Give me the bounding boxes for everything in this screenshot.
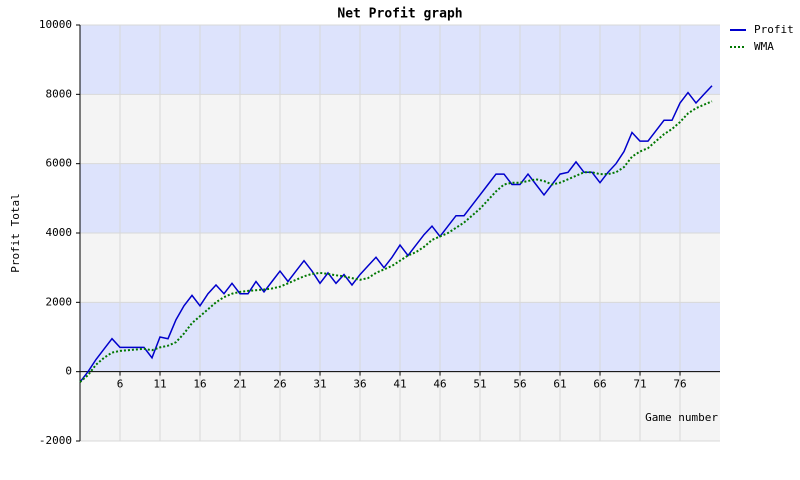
x-tick-label: 41: [393, 378, 406, 391]
y-tick-label: 8000: [46, 87, 73, 100]
x-tick-label: 51: [473, 378, 486, 391]
x-tick-label: 31: [313, 378, 326, 391]
x-tick-label: 21: [233, 378, 246, 391]
x-tick-label: 66: [593, 378, 606, 391]
x-tick-label: 56: [513, 378, 526, 391]
legend-label: Profit: [754, 23, 794, 36]
x-axis-label: Game number: [645, 411, 718, 424]
y-tick-label: 4000: [46, 226, 73, 239]
x-tick-label: 46: [433, 378, 446, 391]
x-tick-label: 71: [633, 378, 646, 391]
x-tick-label: 11: [153, 378, 166, 391]
x-tick-label: 76: [673, 378, 686, 391]
x-tick-label: 26: [273, 378, 286, 391]
y-tick-label: -2000: [39, 434, 72, 447]
y-tick-label: 2000: [46, 295, 73, 308]
x-tick-label: 36: [353, 378, 366, 391]
chart-title: Net Profit graph: [337, 7, 462, 22]
y-tick-label: 6000: [46, 157, 73, 170]
data-line: [79, 100, 713, 383]
x-tick-label: 61: [553, 378, 566, 391]
x-tick-label: 6: [117, 378, 124, 391]
y-tick-label: 0: [65, 365, 72, 378]
y-axis-label: Profit Total: [9, 193, 22, 272]
plot: [80, 24, 720, 442]
x-tick-label: 16: [193, 378, 206, 391]
legend-label: WMA: [754, 40, 774, 53]
data-line: [79, 85, 713, 383]
y-tick-label: 10000: [39, 18, 72, 31]
